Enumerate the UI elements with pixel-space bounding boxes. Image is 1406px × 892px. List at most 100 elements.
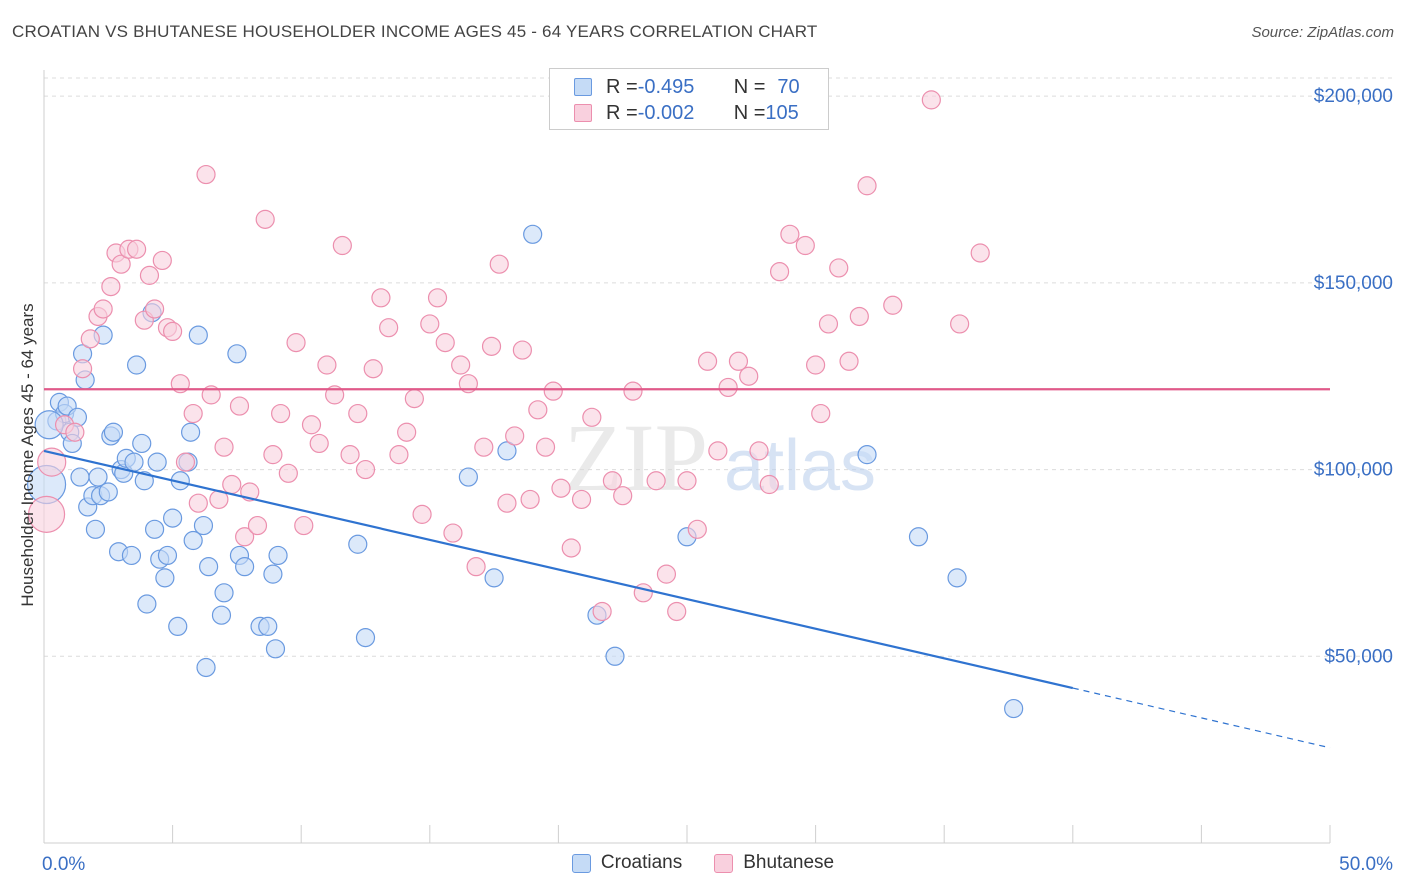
point-croatians — [258, 616, 278, 637]
point-bhutanese — [317, 355, 337, 375]
point-croatians — [348, 534, 368, 554]
point-croatians — [908, 527, 929, 547]
point-croatians — [188, 325, 208, 345]
point-bhutanese — [849, 306, 869, 327]
point-croatians — [268, 545, 288, 566]
point-bhutanese — [80, 329, 100, 349]
point-bhutanese — [65, 422, 85, 442]
point-bhutanese — [458, 374, 478, 394]
point-croatians — [103, 422, 124, 442]
legend-swatch-bhutanese — [574, 104, 592, 122]
point-bhutanese — [152, 250, 172, 271]
point-croatians — [947, 568, 967, 588]
point-croatians — [85, 519, 106, 539]
point-bhutanese — [780, 224, 800, 244]
point-bhutanese — [435, 333, 455, 353]
point-bhutanese — [412, 504, 432, 524]
y-tick-label: $150,000 — [1314, 273, 1393, 294]
point-bhutanese — [535, 437, 556, 457]
point-bhutanese — [235, 527, 255, 547]
point-bhutanese — [489, 254, 509, 274]
point-bhutanese — [613, 486, 633, 506]
point-bhutanese — [126, 239, 147, 259]
point-bhutanese — [255, 209, 275, 229]
point-bhutanese — [818, 314, 839, 334]
chart-title: CROATIAN VS BHUTANESE HOUSEHOLDER INCOME… — [12, 22, 818, 41]
legend-r-label: R = — [606, 75, 638, 98]
tick-labels: $50,000 $100,000 $150,000 $200,000 0.0% 50.0% — [42, 86, 1393, 875]
point-croatians — [134, 471, 154, 491]
point-bhutanese — [474, 437, 494, 457]
point-bhutanese — [857, 176, 877, 196]
legend-n-value: 70 — [777, 75, 800, 98]
point-croatians — [355, 628, 376, 648]
point-bhutanese — [687, 519, 707, 539]
point-bhutanese — [623, 381, 643, 401]
x-tick-label: 50.0% — [1339, 854, 1393, 875]
point-bhutanese — [139, 265, 160, 285]
series-swatch-croatians — [571, 853, 591, 873]
point-bhutanese — [144, 299, 165, 319]
series-legend-croatians[interactable]: Croatians — [571, 852, 682, 874]
series-legend-bhutanese[interactable]: Bhutanese — [714, 852, 834, 874]
point-croatians — [98, 482, 118, 502]
point-bhutanese — [551, 478, 571, 498]
point-bhutanese — [795, 235, 815, 256]
point-croatians — [523, 224, 543, 244]
point-bhutanese — [759, 474, 779, 495]
point-bhutanese — [505, 426, 525, 446]
point-bhutanese — [175, 452, 196, 472]
point-bhutanese — [301, 415, 322, 435]
point-bhutanese — [379, 318, 399, 338]
point-bhutanese — [278, 463, 298, 483]
point-bhutanese — [466, 557, 486, 577]
point-croatians — [214, 583, 234, 603]
point-bhutanese — [340, 445, 360, 465]
y-tick-label: $200,000 — [1314, 86, 1393, 107]
point-croatians — [124, 452, 144, 472]
point-croatians — [121, 545, 142, 566]
point-bhutanese — [355, 459, 376, 480]
x-tick-label: 0.0% — [42, 854, 85, 875]
point-bhutanese — [520, 489, 540, 510]
point-bhutanese — [667, 601, 687, 622]
point-bhutanese — [839, 351, 859, 371]
point-bhutanese — [222, 474, 242, 495]
legend-swatch-croatians — [574, 78, 592, 96]
point-bhutanese — [718, 377, 738, 398]
point-croatians — [181, 422, 201, 442]
point-bhutanese — [196, 164, 216, 185]
point-croatians — [137, 594, 157, 614]
source-label: Source: ZipAtlas.com — [1251, 24, 1394, 41]
trend-line-croatians-extension — [1072, 687, 1331, 749]
point-bhutanese — [811, 403, 831, 424]
point-croatians — [199, 557, 219, 577]
point-bhutanese — [404, 389, 424, 409]
stats-legend: R = -0.495 N = 70 R = -0.002 N = 105 — [549, 68, 829, 130]
point-croatians — [183, 530, 203, 551]
point-bhutanese — [970, 243, 990, 263]
point-croatians — [211, 605, 232, 625]
point-bhutanese — [950, 314, 970, 334]
watermark-atlas: atlas — [724, 426, 876, 506]
point-bhutanese — [646, 471, 666, 491]
point-bhutanese — [769, 262, 790, 282]
point-croatians — [126, 355, 147, 375]
series-legend: Croatians Bhutanese — [0, 852, 1406, 874]
legend-row-bhutanese: R = -0.002 N = 105 — [574, 101, 799, 125]
point-bhutanese — [420, 314, 440, 334]
point-bhutanese — [543, 381, 563, 401]
legend-r-label: R = — [606, 101, 638, 124]
point-bhutanese — [271, 403, 291, 424]
point-bhutanese — [397, 422, 417, 442]
point-bhutanese — [728, 351, 749, 371]
y-axis-label: Householder Income Ages 45 - 64 years — [18, 303, 37, 606]
legend-n-label: N = — [733, 75, 766, 98]
point-bhutanese — [183, 403, 203, 424]
series-legend-label: Bhutanese — [743, 852, 835, 873]
point-bhutanese — [325, 385, 345, 405]
point-bhutanese — [111, 254, 131, 274]
point-bhutanese — [427, 288, 448, 308]
point-croatians — [147, 452, 167, 472]
point-bhutanese — [571, 489, 592, 510]
